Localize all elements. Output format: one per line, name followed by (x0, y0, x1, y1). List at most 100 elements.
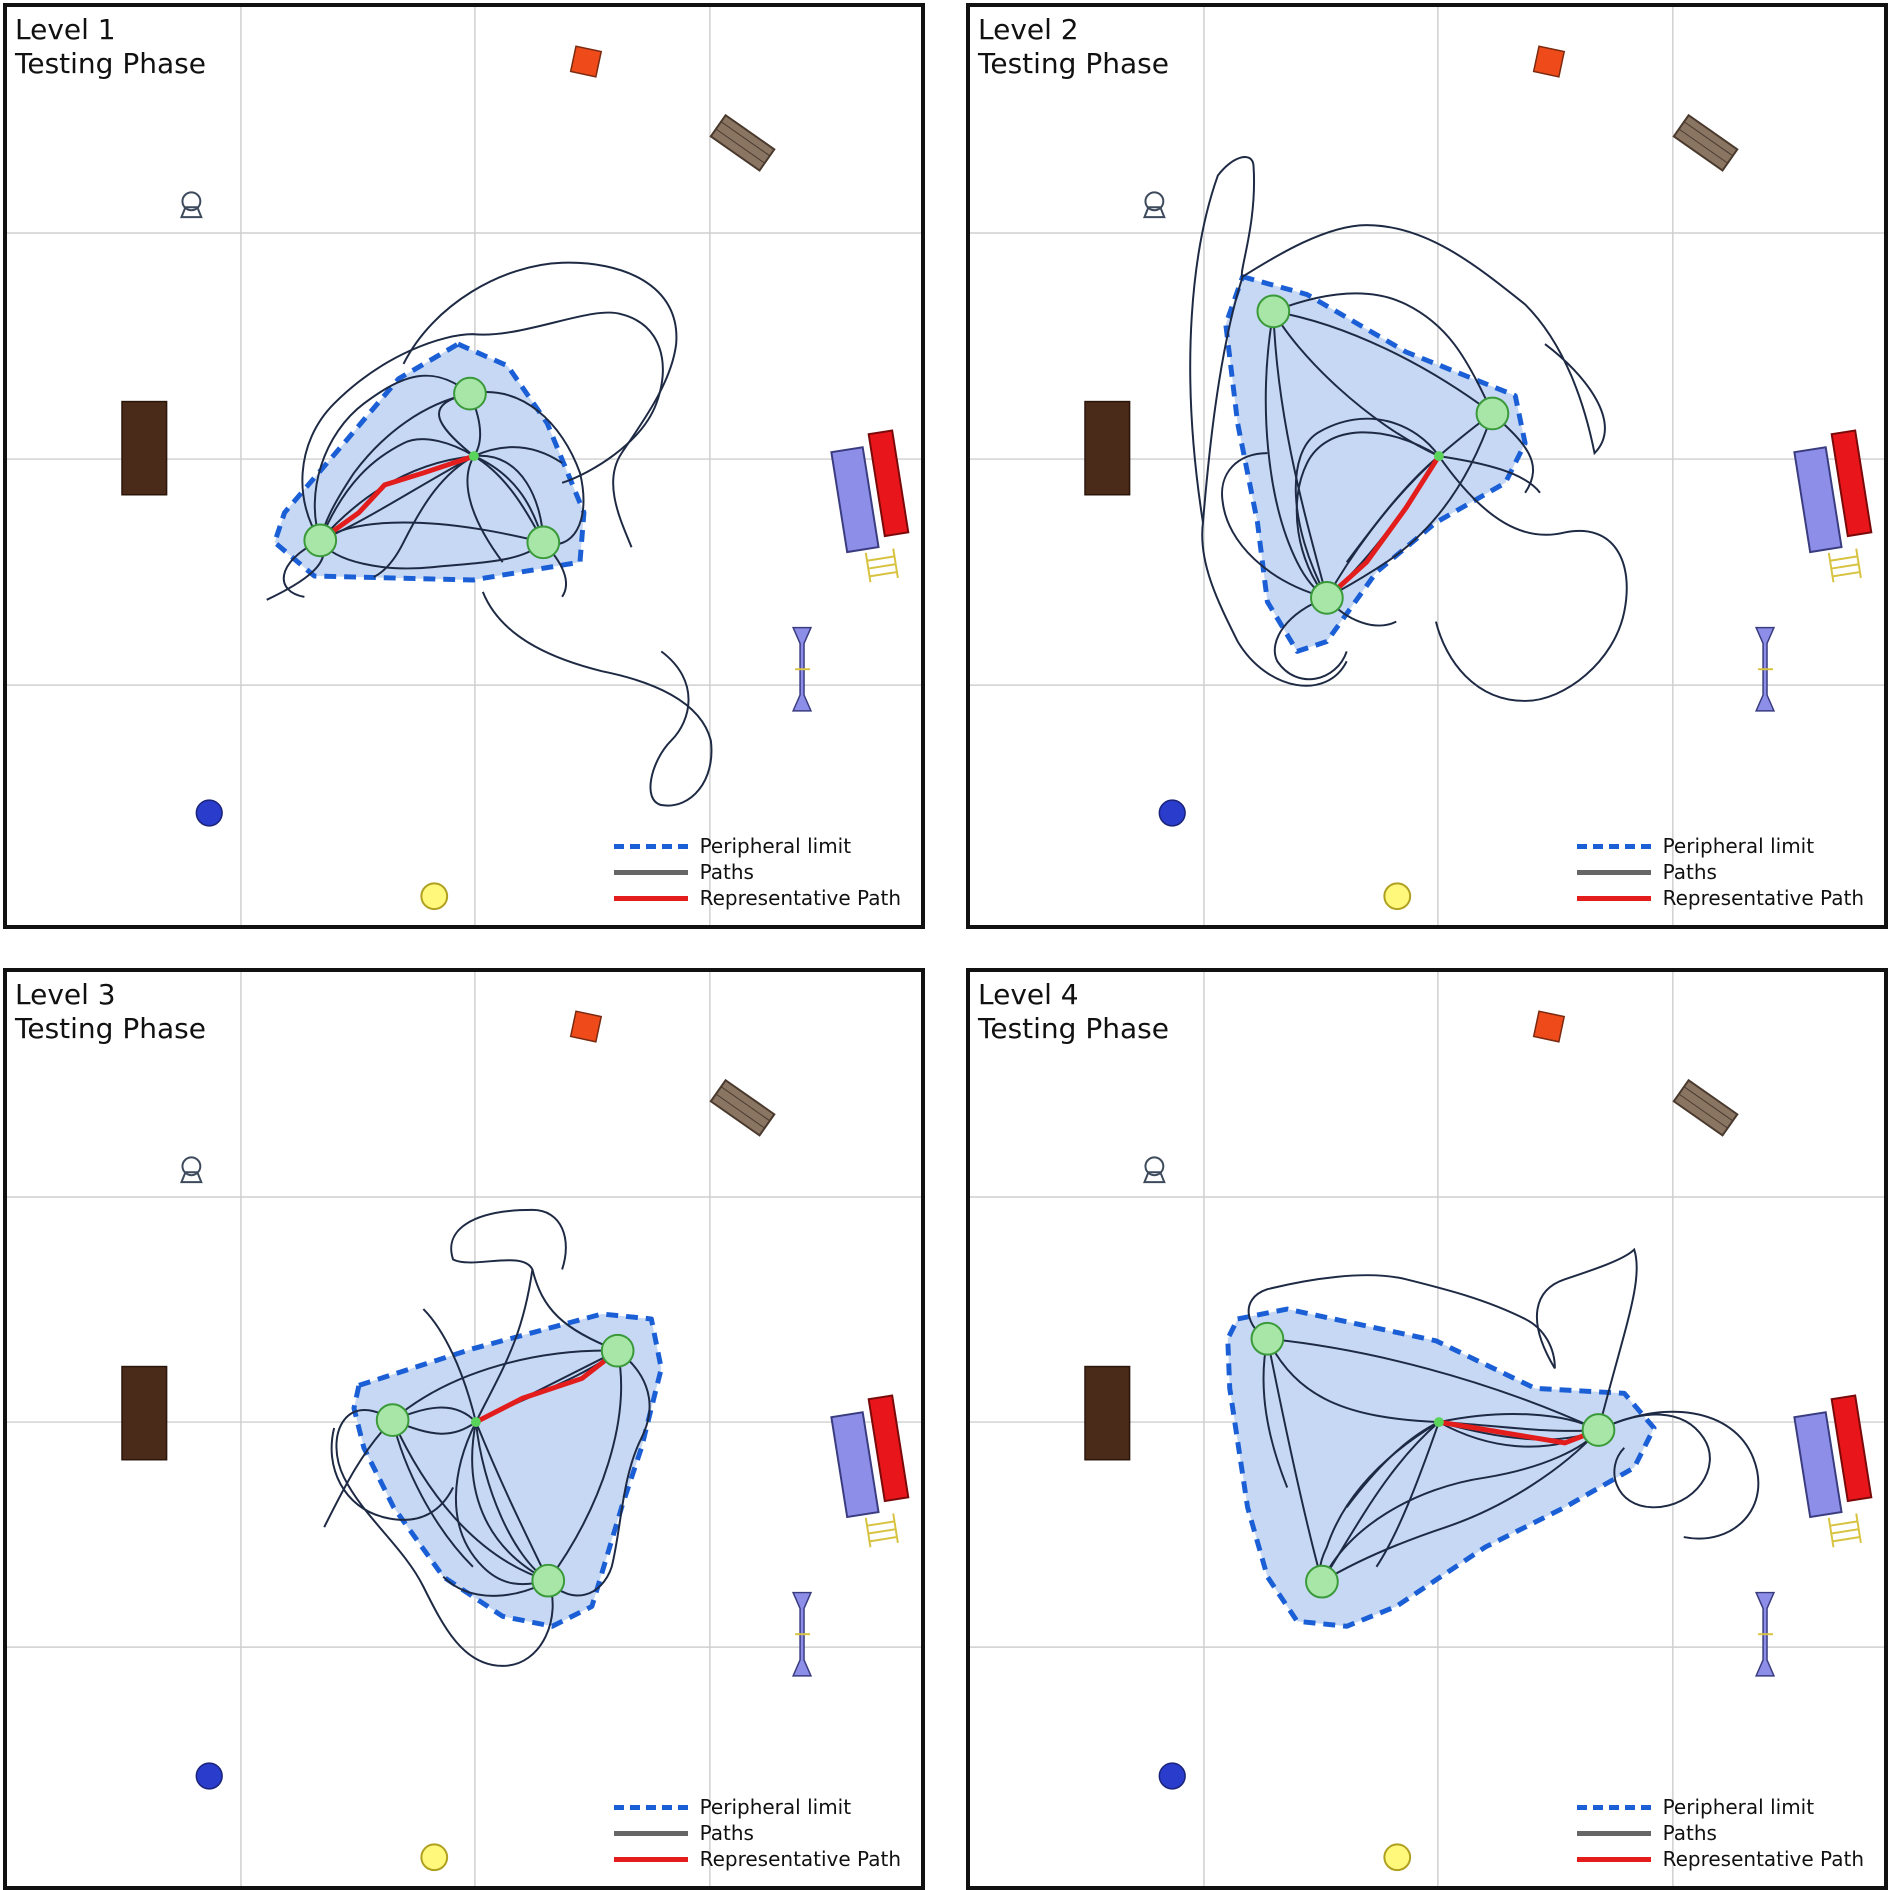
legend: Peripheral limit Paths Representative Pa… (613, 833, 901, 911)
target-point (526, 525, 561, 560)
blue-disc-icon (1158, 799, 1186, 827)
bed-icon (830, 429, 910, 554)
chair-icon (1143, 1156, 1166, 1184)
start-point (470, 1417, 481, 1428)
ladder-icon (1827, 1513, 1862, 1548)
bed-icon (1793, 429, 1873, 554)
peripheral-area (1223, 274, 1528, 654)
blue-disc-icon (195, 1762, 223, 1790)
legend-item-paths: Paths (613, 859, 901, 885)
phase-label: Testing Phase (15, 47, 206, 80)
legend-item-representative: Representative Path (1576, 1846, 1864, 1872)
blue-disc-icon (195, 799, 223, 827)
level-4-map (970, 972, 1884, 1886)
table-icon (1084, 1365, 1131, 1461)
chair-icon (180, 1156, 203, 1184)
spool-icon (791, 1591, 813, 1677)
yellow-disc-icon (420, 882, 449, 911)
panel-title: Level 3 Testing Phase (15, 978, 210, 1048)
spool-icon (1754, 1591, 1776, 1677)
target-point (600, 1333, 635, 1368)
red-box-icon (569, 45, 603, 78)
peripheral-area (351, 1311, 664, 1629)
yellow-disc-icon (420, 1843, 449, 1872)
representative-path (474, 1348, 620, 1425)
target-point (1475, 396, 1510, 431)
legend-label: Representative Path (1662, 886, 1864, 910)
chair-icon (180, 191, 203, 219)
target-point (1305, 1564, 1339, 1599)
target-point (531, 1563, 566, 1598)
legend-item-peripheral: Peripheral limit (1576, 833, 1864, 859)
legend-label: Representative Path (699, 886, 901, 910)
blue-disc-icon (1158, 1762, 1186, 1790)
start-point (1433, 1417, 1444, 1428)
target-point (1256, 294, 1291, 329)
legend-label: Peripheral limit (1662, 834, 1815, 858)
panel-title: Level 2 Testing Phase (978, 13, 1173, 83)
bench-icon (1672, 1078, 1739, 1137)
spool-icon (791, 626, 813, 712)
bench-icon (709, 113, 776, 172)
legend-label: Peripheral limit (699, 834, 852, 858)
legend-label: Paths (699, 1821, 754, 1845)
yellow-disc-icon (1383, 882, 1412, 911)
panel-title: Level 1 Testing Phase (15, 13, 210, 83)
bed-icon (830, 1394, 910, 1519)
phase-label: Testing Phase (978, 1012, 1169, 1045)
red-box-icon (1532, 45, 1566, 78)
level-2-map (970, 7, 1884, 925)
bed-icon (1793, 1394, 1873, 1519)
red-box-icon (569, 1010, 603, 1043)
legend-item-representative: Representative Path (613, 885, 901, 911)
legend-label: Representative Path (699, 1847, 901, 1871)
target-point (1250, 1321, 1285, 1356)
red-box-icon (1532, 1010, 1566, 1043)
legend: Peripheral limit Paths Representative Pa… (1576, 833, 1864, 911)
representative-path (1325, 454, 1441, 600)
level-1-panel: Level 1 Testing Phase Peripheral limit P… (3, 3, 925, 929)
peripheral-area (1225, 1306, 1657, 1629)
representative-path (318, 453, 475, 543)
phase-label: Testing Phase (15, 1012, 206, 1045)
paths (323, 1208, 651, 1667)
bench-icon (709, 1078, 776, 1137)
level-label: Level 4 (978, 978, 1079, 1011)
legend: Peripheral limit Paths Representative Pa… (1576, 1794, 1864, 1872)
legend-label: Paths (1662, 860, 1717, 884)
ladder-icon (864, 548, 899, 583)
level-3-map (7, 972, 921, 1886)
panel-title: Level 4 Testing Phase (978, 978, 1173, 1048)
level-1-map (7, 7, 921, 925)
spool-icon (1754, 626, 1776, 712)
table-icon (1084, 400, 1131, 496)
start-point (1433, 451, 1444, 462)
bench-icon (1672, 113, 1739, 172)
level-label: Level 1 (15, 13, 116, 46)
level-3-panel: Level 3 Testing Phase Peripheral limit P… (3, 968, 925, 1890)
level-label: Level 3 (15, 978, 116, 1011)
target-point (453, 376, 487, 411)
ladder-icon (864, 1513, 899, 1548)
phase-label: Testing Phase (978, 47, 1169, 80)
legend-item-representative: Representative Path (1576, 885, 1864, 911)
legend-item-paths: Paths (613, 1820, 901, 1846)
table-icon (121, 400, 168, 496)
legend-label: Peripheral limit (699, 1795, 852, 1819)
legend-item-peripheral: Peripheral limit (613, 1794, 901, 1820)
legend-label: Peripheral limit (1662, 1795, 1815, 1819)
legend-item-representative: Representative Path (613, 1846, 901, 1872)
table-icon (121, 1365, 168, 1461)
legend-label: Paths (1662, 1821, 1717, 1845)
level-2-panel: Level 2 Testing Phase Peripheral limit P… (966, 3, 1888, 929)
legend-item-peripheral: Peripheral limit (613, 833, 901, 859)
legend-item-paths: Paths (1576, 859, 1864, 885)
level-4-panel: Level 4 Testing Phase Peripheral limit P… (966, 968, 1888, 1890)
start-point (468, 451, 479, 462)
chair-icon (1143, 191, 1166, 219)
yellow-disc-icon (1383, 1843, 1412, 1872)
level-label: Level 2 (978, 13, 1079, 46)
legend-label: Paths (699, 860, 754, 884)
target-point (375, 1403, 410, 1437)
legend: Peripheral limit Paths Representative Pa… (613, 1794, 901, 1872)
